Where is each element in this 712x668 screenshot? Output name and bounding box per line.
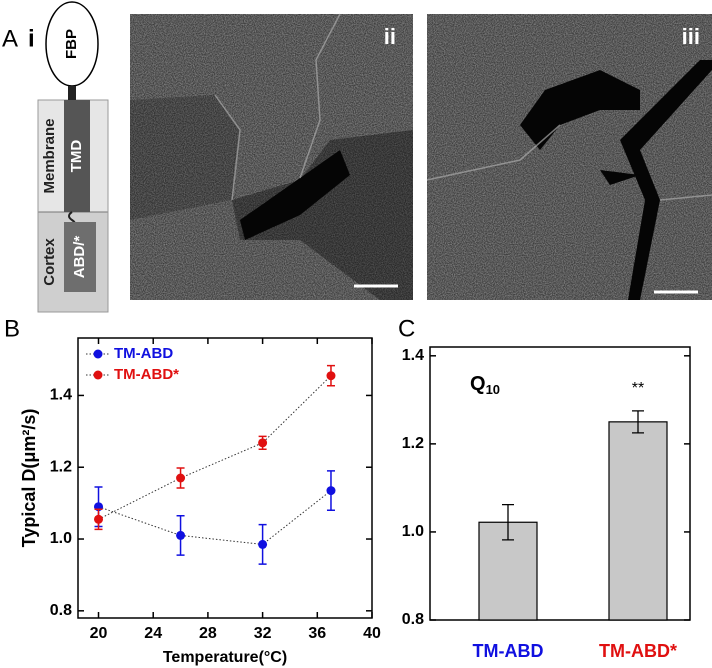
data-point <box>258 539 268 549</box>
bar <box>608 421 668 621</box>
data-point <box>258 438 268 448</box>
error-bar <box>502 503 514 541</box>
x-tick-label: TM-ABD* <box>599 641 677 661</box>
panel-label: A <box>2 25 18 52</box>
data-point <box>326 371 336 381</box>
title-subscript: 10 <box>486 382 500 397</box>
y-axis-title: Typical D(μm²/s) <box>19 409 39 548</box>
x-tick-label: TM-ABD <box>473 641 544 661</box>
plot-frame <box>429 346 691 621</box>
x-tick-label: 32 <box>254 625 272 642</box>
series-line <box>98 375 332 520</box>
legend-label: TM-ABD* <box>114 366 179 383</box>
x-tick-label: 36 <box>308 625 326 642</box>
x-tick-label: 28 <box>199 625 217 642</box>
sub-label: i <box>28 25 35 52</box>
panel-label: B <box>4 315 20 342</box>
sub-label: ii <box>384 24 396 49</box>
x-tick-label: 20 <box>90 625 108 642</box>
x-tick-label: 40 <box>363 625 381 642</box>
chart-title: Q10 <box>470 373 500 397</box>
abd-box <box>64 222 96 292</box>
panel-label: C <box>398 315 415 342</box>
diagram-label: Cortex <box>41 238 58 286</box>
legend-marker <box>93 370 103 380</box>
plot-frame <box>77 337 373 619</box>
diagram-label: Membrane <box>41 118 58 193</box>
y-tick-label: 1.4 <box>50 387 72 404</box>
y-tick-label: 1.2 <box>402 435 424 452</box>
tmd-bar <box>64 100 90 212</box>
significance: ** <box>632 380 644 397</box>
data-point <box>326 486 336 496</box>
legend-marker <box>93 349 103 359</box>
micrograph: iii <box>426 14 712 300</box>
diagram-label: TMD <box>68 140 85 173</box>
diagram: FBP TMD ABD/* Membrane Cortex <box>37 1 109 313</box>
y-tick-label: 1.2 <box>50 458 72 475</box>
y-tick-label: 0.8 <box>50 602 72 619</box>
error-bar <box>632 410 644 434</box>
legend-label: TM-ABD <box>114 345 173 362</box>
x-tick-label: 24 <box>144 625 162 642</box>
diagram-label: FBP <box>63 29 80 59</box>
data-point <box>94 514 104 524</box>
y-tick-label: 0.8 <box>402 611 424 628</box>
micrograph: ii <box>130 13 413 300</box>
sub-label: iii <box>682 24 700 49</box>
title-main: Q <box>470 373 486 395</box>
series-line <box>98 490 332 545</box>
bar-chart: 0.8 1.0 1.2 1.4 TM-ABD ** TM-ABD* Q10 <box>402 346 691 661</box>
line-chart: 0.8 1.0 1.2 1.4 20 24 28 32 36 40 Temperature(°C) T… <box>19 337 381 666</box>
data-point <box>176 530 186 540</box>
y-tick-label: 1.4 <box>402 347 424 364</box>
y-tick-label: 1.0 <box>50 530 72 547</box>
x-axis-title: Temperature(°C) <box>163 649 287 666</box>
diagram-label: ABD/* <box>71 236 88 279</box>
y-tick-label: 1.0 <box>402 523 424 540</box>
data-point <box>176 473 186 483</box>
